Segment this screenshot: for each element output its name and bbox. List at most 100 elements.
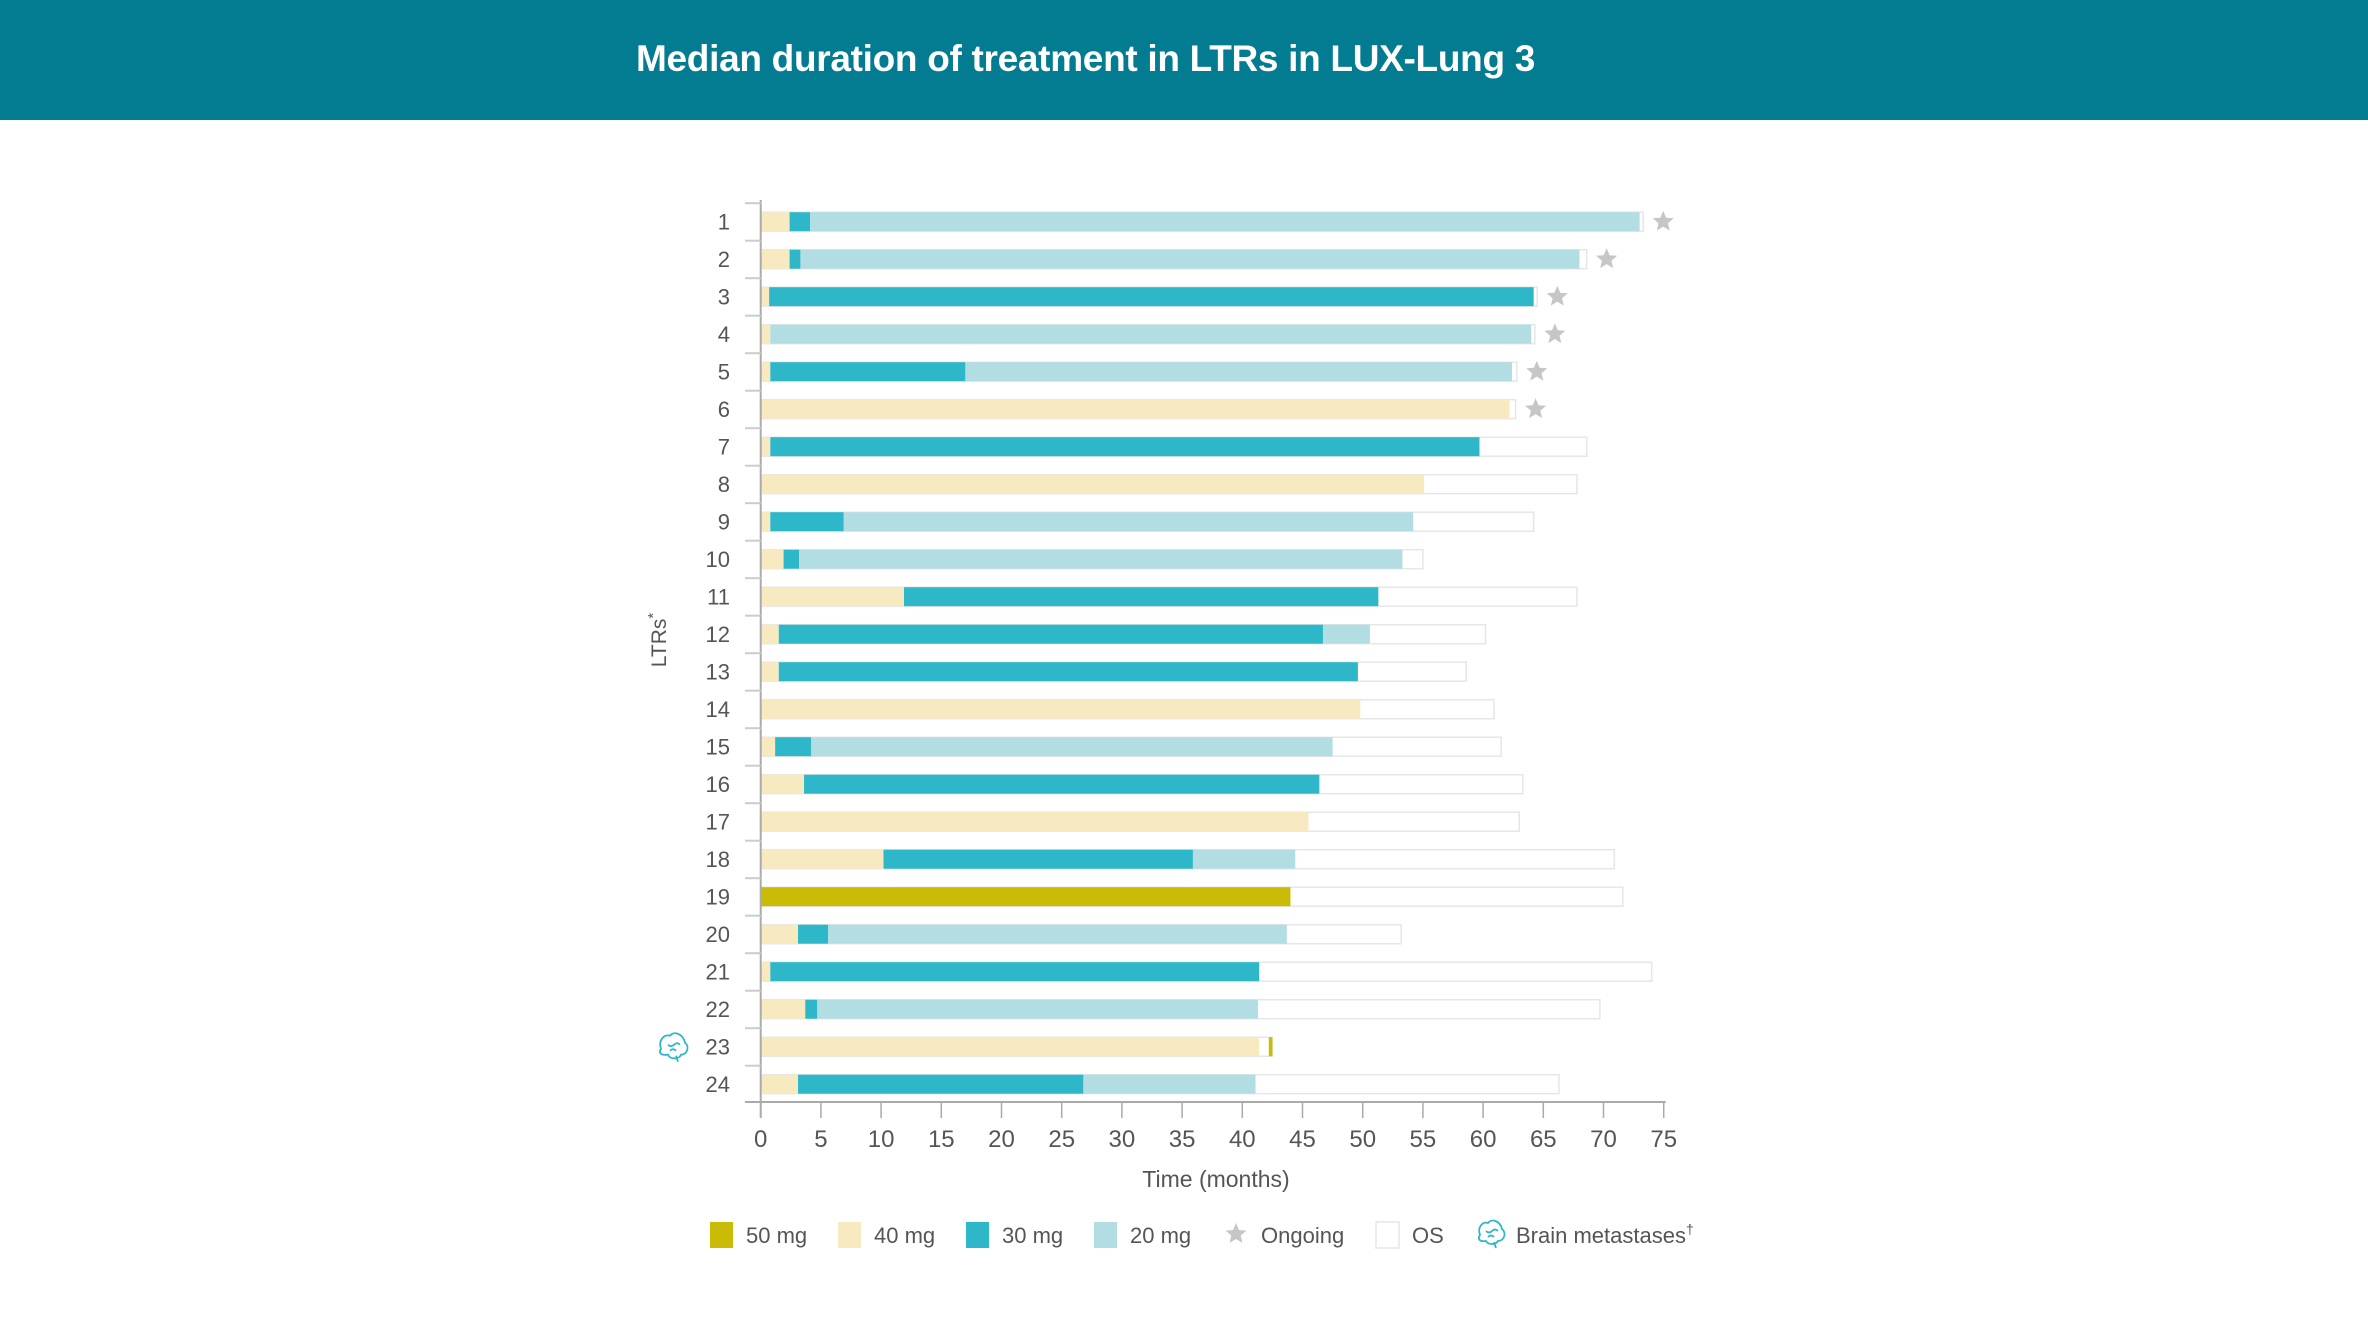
legend-swatch	[1094, 1222, 1117, 1248]
y-tick-label: 11	[707, 585, 730, 610]
brain-metastases-icon	[659, 1032, 689, 1062]
legend-label: Ongoing	[1261, 1223, 1344, 1248]
legend-item-50mg: 50 mg	[710, 1222, 807, 1248]
legend-item-40mg: 40 mg	[838, 1222, 935, 1248]
dose-segment-40mg	[760, 699, 1361, 719]
patient-row-1	[759, 210, 1674, 232]
dose-segment-20mg	[843, 512, 1414, 532]
x-tick-label: 45	[1289, 1126, 1316, 1153]
dose-segment-20mg	[965, 362, 1512, 382]
dose-segment-40mg	[760, 549, 784, 569]
dose-segment-40mg	[760, 774, 805, 794]
x-tick-label: 0	[754, 1126, 767, 1153]
x-tick-label: 20	[988, 1126, 1015, 1153]
dose-segment-40mg	[760, 437, 771, 457]
dose-segment-40mg	[760, 1074, 799, 1094]
ongoing-star-icon	[1652, 210, 1674, 231]
y-tick-label: 13	[706, 660, 730, 685]
dose-segment-20mg	[810, 212, 1640, 232]
dose-segment-30mg	[805, 999, 818, 1019]
y-tick-label: 22	[706, 997, 730, 1022]
y-tick-label: 24	[706, 1072, 730, 1097]
ongoing-star-icon	[1546, 285, 1568, 306]
y-tick-label: 16	[706, 772, 730, 797]
legend-swatch	[710, 1222, 733, 1248]
legend-item-ongoing: Ongoing	[1225, 1223, 1344, 1248]
dose-segment-30mg	[798, 924, 829, 944]
dose-segment-30mg	[769, 287, 1534, 307]
patient-row-12	[759, 623, 1487, 645]
dose-segment-40mg	[760, 287, 770, 307]
x-tick-label: 55	[1410, 1126, 1437, 1153]
dose-segment-40mg	[760, 324, 771, 344]
patient-row-5	[759, 360, 1548, 382]
dose-segment-30mg	[770, 362, 966, 382]
dose-segment-40mg	[760, 474, 1425, 494]
patient-row-14	[759, 698, 1495, 720]
y-tick-label: 21	[706, 960, 730, 985]
y-tick-label: 18	[706, 847, 730, 872]
dose-segment-20mg	[828, 924, 1287, 944]
dose-segment-20mg	[799, 549, 1403, 569]
dose-segment-30mg	[789, 212, 811, 232]
legend-label: 50 mg	[746, 1223, 807, 1248]
ongoing-star-icon	[1526, 360, 1548, 381]
legend-label: 30 mg	[1002, 1223, 1063, 1248]
patient-row-3	[759, 285, 1568, 307]
y-tick-label: 19	[706, 885, 730, 910]
legend-label: 40 mg	[874, 1223, 935, 1248]
dose-segment-30mg	[770, 962, 1260, 982]
x-tick-label: 60	[1470, 1126, 1497, 1153]
y-tick-label: 7	[718, 435, 730, 460]
axes-layer: 0 5 10 15 20 25 30 35 40 45 50 55 60 65 70 751234567891…	[706, 200, 1677, 1153]
dose-segment-40mg	[760, 662, 779, 682]
patient-row-10	[759, 548, 1424, 570]
dose-segment-50mg	[1268, 1037, 1273, 1057]
dose-segment-30mg	[778, 662, 1358, 682]
y-tick-label: 20	[706, 922, 730, 947]
dose-segment-30mg	[783, 549, 800, 569]
patient-row-2	[759, 248, 1618, 270]
legend-label: Brain metastases†	[1516, 1221, 1694, 1248]
legend-label-sup: †	[1686, 1221, 1694, 1237]
brain-icon	[1478, 1219, 1506, 1249]
patient-row-16	[759, 773, 1524, 795]
y-tick-label: 12	[706, 622, 730, 647]
header-bar: Median duration of treatment in LTRs in …	[0, 0, 2368, 120]
dose-segment-40mg	[760, 962, 771, 982]
dose-segment-50mg	[760, 887, 1291, 907]
y-tick-label: 14	[706, 697, 730, 722]
dose-segment-40mg	[760, 399, 1510, 419]
dose-segment-40mg	[760, 587, 904, 607]
y-tick-label: 5	[718, 360, 730, 385]
star-icon	[1225, 1223, 1247, 1243]
dose-segment-40mg	[760, 249, 790, 269]
x-tick-label: 10	[868, 1126, 895, 1153]
dose-segment-30mg	[903, 587, 1379, 607]
ongoing-star-icon	[1525, 398, 1547, 419]
patient-row-6	[759, 398, 1547, 420]
dose-segment-40mg	[760, 212, 790, 232]
dose-segment-20mg	[800, 249, 1580, 269]
patient-row-20	[759, 923, 1402, 945]
ongoing-star-icon	[1596, 248, 1618, 269]
patient-row-17	[759, 811, 1520, 832]
dose-segment-40mg	[760, 812, 1309, 832]
y-tick-label: 1	[718, 210, 730, 235]
patient-row-18	[759, 848, 1616, 870]
y-tick-label: 9	[718, 510, 730, 535]
dose-segment-20mg	[770, 324, 1532, 344]
dose-segment-20mg	[1322, 624, 1370, 644]
x-tick-label: 15	[928, 1126, 955, 1153]
legend-item-30mg: 30 mg	[966, 1222, 1063, 1248]
x-tick-label: 65	[1530, 1126, 1557, 1153]
y-tick-label: 2	[718, 247, 730, 272]
dose-segment-40mg	[760, 849, 884, 869]
dose-segment-20mg	[811, 737, 1333, 757]
x-tick-label: 70	[1590, 1126, 1617, 1153]
dose-segment-30mg	[770, 512, 844, 532]
x-tick-label: 30	[1109, 1126, 1136, 1153]
patient-row-21	[759, 961, 1653, 982]
legend-swatch	[1375, 1221, 1400, 1249]
